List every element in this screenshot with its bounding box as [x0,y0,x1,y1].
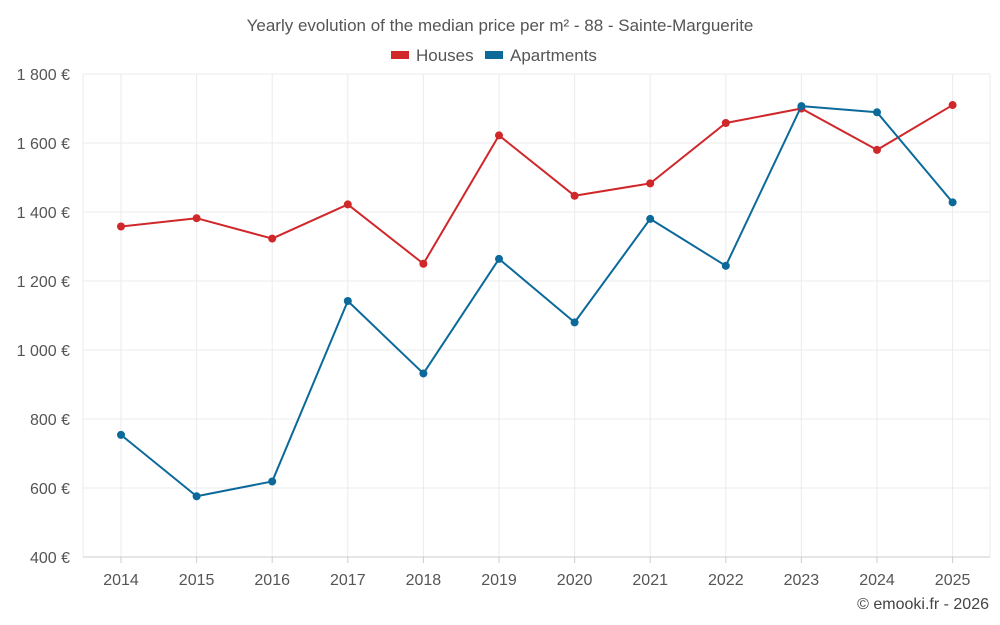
x-tick-label: 2015 [179,572,215,589]
series-line-apartments [120,105,954,498]
data-point-apartments[interactable] [873,108,881,117]
x-tick-label: 2024 [859,572,895,589]
data-point-houses[interactable] [721,118,730,127]
y-tick-label: 1 800 € [17,67,70,84]
data-point-houses[interactable] [268,234,277,243]
legend-swatch-apartments [485,51,503,59]
data-point-apartments[interactable] [495,254,503,263]
data-point-houses[interactable] [419,259,428,268]
data-point-houses[interactable] [192,214,201,223]
gridlines [83,73,990,557]
legend-label-houses[interactable]: Houses [416,46,474,65]
series-apartments [117,102,957,501]
y-tick-label: 800 € [30,412,70,429]
data-point-apartments[interactable] [646,214,655,223]
data-point-houses[interactable] [117,222,125,231]
x-tick-label: 2014 [103,572,139,589]
data-point-apartments[interactable] [343,297,352,306]
legend-label-apartments[interactable]: Apartments [510,46,597,65]
data-point-houses[interactable] [948,101,957,110]
data-point-apartments[interactable] [117,430,125,439]
data-point-apartments[interactable] [948,198,957,207]
data-point-houses[interactable] [646,179,655,188]
series-layer [117,101,957,501]
x-tick-label: 2016 [254,572,290,589]
x-tick-label: 2022 [708,572,744,589]
y-tick-label: 1 600 € [17,136,70,153]
y-tick-label: 1 000 € [17,343,70,360]
x-tick-label: 2018 [406,572,442,589]
y-tick-label: 600 € [30,481,70,498]
y-tick-label: 1 400 € [17,205,70,222]
x-tick-label: 2019 [481,572,517,589]
data-point-houses[interactable] [343,200,352,209]
x-tick-label: 2025 [935,572,971,589]
axes: 400 € 600 € 800 € 1 000 € 1 200 € 1 400 € 1 60… [17,67,991,589]
x-tick-label: 2020 [557,572,593,589]
x-tick-label: 2023 [784,572,820,589]
data-point-apartments[interactable] [570,318,579,327]
data-point-apartments[interactable] [268,477,277,486]
data-point-houses[interactable] [570,191,579,200]
x-tick-label: 2021 [632,572,668,589]
data-point-apartments[interactable] [797,102,806,111]
data-point-apartments[interactable] [419,369,428,378]
data-point-apartments[interactable] [721,261,730,270]
data-point-apartments[interactable] [192,492,201,501]
y-tick-label: 1 200 € [17,274,70,291]
data-point-houses[interactable] [495,131,503,140]
y-tick-label: 400 € [30,550,70,567]
series-houses [117,101,957,268]
x-tick-label: 2017 [330,572,366,589]
legend: Houses Apartments [391,46,597,65]
series-line-houses [120,104,954,265]
data-point-houses[interactable] [873,145,881,154]
legend-swatch-houses [391,51,409,59]
credit-text: © emooki.fr - 2026 [857,596,989,613]
chart-title: Yearly evolution of the median price per… [247,16,754,35]
